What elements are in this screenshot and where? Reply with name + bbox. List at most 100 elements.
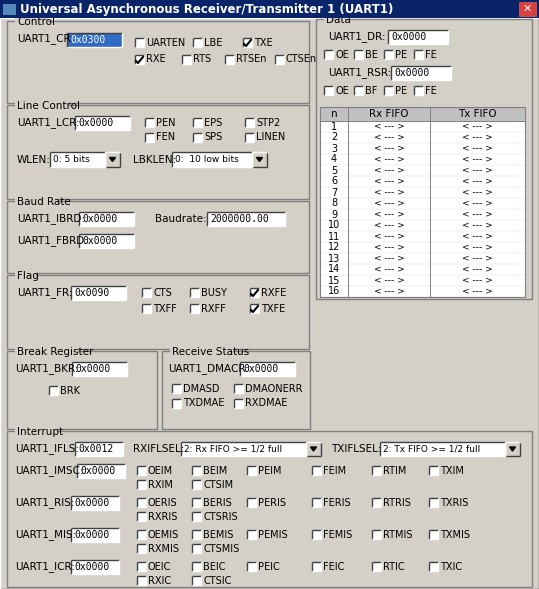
Bar — [247, 562, 256, 571]
Bar — [320, 176, 525, 187]
Text: BEIM: BEIM — [203, 465, 227, 475]
Bar — [15, 271, 36, 279]
Bar — [50, 152, 105, 167]
Text: OEMIS: OEMIS — [148, 530, 179, 540]
Bar — [320, 231, 525, 242]
Text: UART1_RIS:: UART1_RIS: — [15, 498, 74, 508]
Bar — [145, 133, 154, 142]
Text: 9: 9 — [331, 210, 337, 220]
Text: OEIC: OEIC — [148, 561, 171, 571]
Bar — [320, 154, 525, 165]
Text: 6: 6 — [331, 177, 337, 187]
Text: 15: 15 — [328, 276, 340, 286]
Bar — [384, 50, 393, 59]
Bar — [320, 107, 525, 297]
Bar — [7, 21, 309, 103]
Text: UART1_MIS:: UART1_MIS: — [15, 530, 76, 541]
Text: BRK: BRK — [60, 385, 80, 395]
Bar — [137, 480, 146, 489]
Text: < --- >: < --- > — [374, 243, 404, 252]
Bar — [306, 442, 321, 456]
Bar — [192, 544, 201, 553]
Text: BERIS: BERIS — [203, 498, 232, 508]
Text: 5: 5 — [331, 166, 337, 176]
Bar — [250, 288, 259, 297]
Bar — [320, 165, 525, 176]
Text: < --- >: < --- > — [374, 122, 404, 131]
Bar — [391, 66, 451, 80]
Bar — [247, 530, 256, 539]
Text: TXFE: TXFE — [261, 303, 285, 313]
Text: PE: PE — [395, 49, 407, 59]
Text: CTSIC: CTSIC — [203, 575, 231, 585]
Text: 0x0000: 0x0000 — [394, 68, 429, 78]
Polygon shape — [509, 447, 515, 451]
Bar — [170, 347, 233, 355]
Bar — [320, 198, 525, 209]
Bar — [15, 347, 78, 355]
Bar — [105, 152, 120, 167]
Text: BUSY: BUSY — [201, 287, 227, 297]
Text: RXRIS: RXRIS — [148, 511, 177, 521]
Bar — [250, 304, 259, 313]
Bar — [429, 498, 438, 507]
Text: < --- >: < --- > — [374, 221, 404, 230]
Text: RXFE: RXFE — [261, 287, 286, 297]
Bar — [505, 442, 520, 456]
Bar — [181, 442, 306, 456]
Text: FEIM: FEIM — [323, 465, 346, 475]
Bar — [192, 512, 201, 521]
Text: 13: 13 — [328, 253, 340, 263]
Text: RXE: RXE — [146, 55, 165, 65]
Text: < --- >: < --- > — [461, 276, 492, 285]
Bar — [71, 528, 119, 542]
Text: STP2: STP2 — [256, 117, 280, 127]
Text: UART1_CR:: UART1_CR: — [17, 34, 74, 44]
Text: < --- >: < --- > — [374, 166, 404, 175]
Bar — [312, 466, 321, 475]
Text: 7: 7 — [331, 187, 337, 197]
Bar — [142, 288, 151, 297]
Text: < --- >: < --- > — [374, 155, 404, 164]
Text: 0x0000: 0x0000 — [78, 118, 113, 128]
Text: 0x0000: 0x0000 — [74, 562, 109, 572]
Bar — [15, 427, 57, 435]
Text: 2: Rx FIFO >= 1/2 full: 2: Rx FIFO >= 1/2 full — [184, 445, 282, 454]
Bar — [324, 50, 333, 59]
Text: < --- >: < --- > — [461, 210, 492, 219]
Text: 0x0000: 0x0000 — [74, 530, 109, 540]
Bar — [320, 264, 525, 275]
Text: TXIM: TXIM — [440, 465, 464, 475]
Bar — [372, 530, 381, 539]
Text: UART1_IMSC:: UART1_IMSC: — [15, 465, 84, 477]
Text: RXMIS: RXMIS — [148, 544, 179, 554]
Text: Receive Status: Receive Status — [172, 347, 249, 357]
Bar — [240, 362, 295, 376]
Bar — [137, 466, 146, 475]
Bar — [7, 201, 309, 273]
Bar — [414, 86, 423, 95]
Bar — [137, 498, 146, 507]
Text: PE: PE — [395, 85, 407, 95]
Text: UART1_RSR:: UART1_RSR: — [328, 68, 391, 78]
Bar — [15, 17, 49, 25]
Bar — [245, 133, 254, 142]
Text: UARTEN: UARTEN — [146, 38, 185, 48]
Bar — [190, 304, 199, 313]
Text: < --- >: < --- > — [374, 199, 404, 208]
Bar — [135, 55, 144, 64]
Bar — [72, 362, 127, 376]
Text: 10: 10 — [328, 220, 340, 230]
Bar — [247, 466, 256, 475]
Bar — [316, 19, 532, 299]
Text: 0x0000: 0x0000 — [391, 32, 426, 42]
Bar — [354, 86, 363, 95]
Bar — [320, 121, 525, 132]
Text: < --- >: < --- > — [374, 133, 404, 142]
Bar — [75, 116, 130, 130]
Text: 0:  10 low bits: 0: 10 low bits — [175, 155, 239, 164]
Text: OE: OE — [335, 49, 349, 59]
Text: LBE: LBE — [204, 38, 223, 48]
Text: < --- >: < --- > — [461, 243, 492, 252]
Bar — [414, 50, 423, 59]
